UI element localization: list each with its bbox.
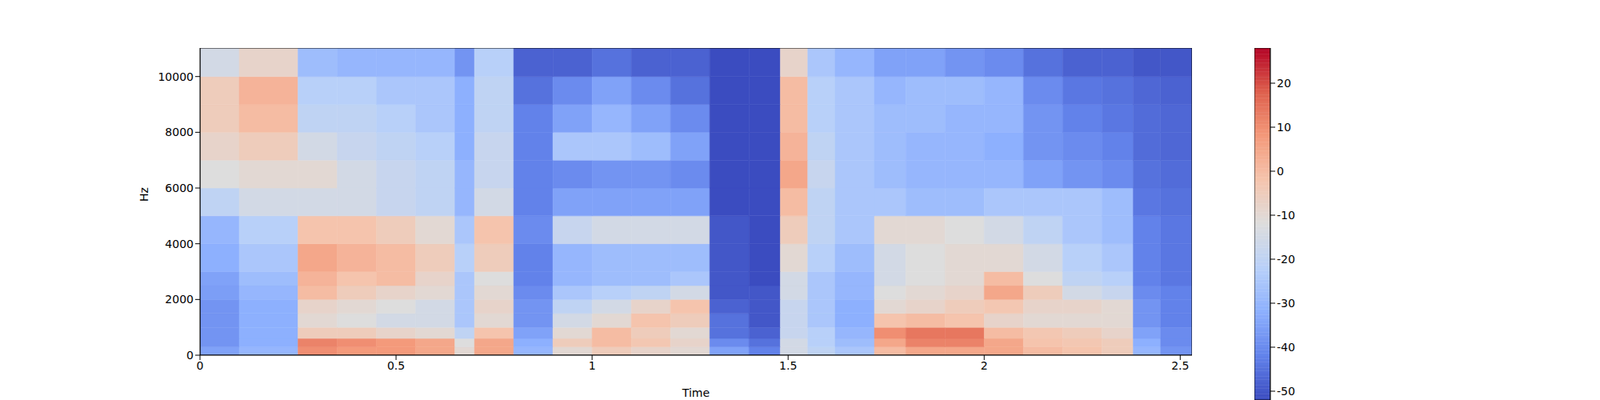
svg-text:-40: -40 [1276, 340, 1296, 354]
svg-text:0: 0 [186, 348, 194, 362]
svg-text:8000: 8000 [164, 125, 194, 139]
svg-text:10000: 10000 [157, 70, 194, 84]
svg-text:1: 1 [588, 359, 596, 372]
svg-text:0: 0 [1276, 164, 1284, 178]
svg-text:6000: 6000 [164, 181, 194, 195]
svg-text:-10: -10 [1276, 208, 1296, 222]
svg-text:2000: 2000 [164, 292, 194, 306]
svg-text:-20: -20 [1276, 252, 1296, 266]
svg-text:0.5: 0.5 [387, 359, 405, 372]
svg-text:2: 2 [980, 359, 988, 372]
svg-text:4000: 4000 [164, 237, 194, 251]
svg-text:20: 20 [1276, 76, 1292, 90]
svg-text:Hz: Hz [137, 187, 151, 202]
svg-text:-30: -30 [1276, 296, 1296, 310]
svg-text:Time: Time [681, 386, 710, 400]
svg-text:0: 0 [196, 359, 204, 372]
svg-text:-50: -50 [1276, 384, 1296, 398]
svg-text:1.5: 1.5 [779, 359, 797, 372]
svg-text:2.5: 2.5 [1171, 359, 1189, 372]
svg-text:10: 10 [1276, 120, 1292, 134]
